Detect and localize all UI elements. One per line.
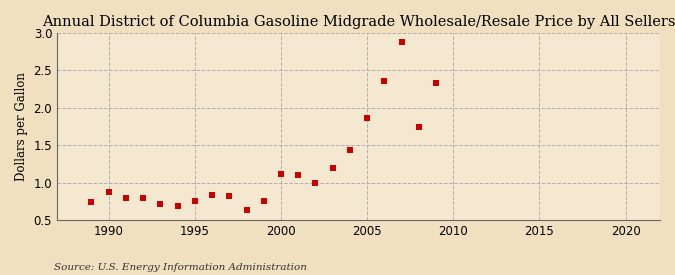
Point xyxy=(241,207,252,212)
Point xyxy=(155,202,166,207)
Point xyxy=(413,124,424,129)
Point xyxy=(362,115,373,120)
Point xyxy=(138,196,148,200)
Text: Source: U.S. Energy Information Administration: Source: U.S. Energy Information Administ… xyxy=(54,263,307,272)
Point xyxy=(344,148,355,152)
Point xyxy=(379,79,389,83)
Title: Annual District of Columbia Gasoline Midgrade Wholesale/Resale Price by All Sell: Annual District of Columbia Gasoline Mid… xyxy=(42,15,675,29)
Point xyxy=(86,200,97,204)
Point xyxy=(310,180,321,185)
Y-axis label: Dollars per Gallon: Dollars per Gallon xyxy=(15,72,28,181)
Point xyxy=(190,199,200,204)
Point xyxy=(396,40,407,44)
Point xyxy=(275,172,286,177)
Point xyxy=(259,199,269,204)
Point xyxy=(224,194,235,198)
Point xyxy=(207,192,217,197)
Point xyxy=(172,204,183,208)
Point xyxy=(431,81,441,85)
Point xyxy=(327,166,338,170)
Point xyxy=(103,190,114,195)
Point xyxy=(121,196,132,200)
Point xyxy=(293,173,304,177)
